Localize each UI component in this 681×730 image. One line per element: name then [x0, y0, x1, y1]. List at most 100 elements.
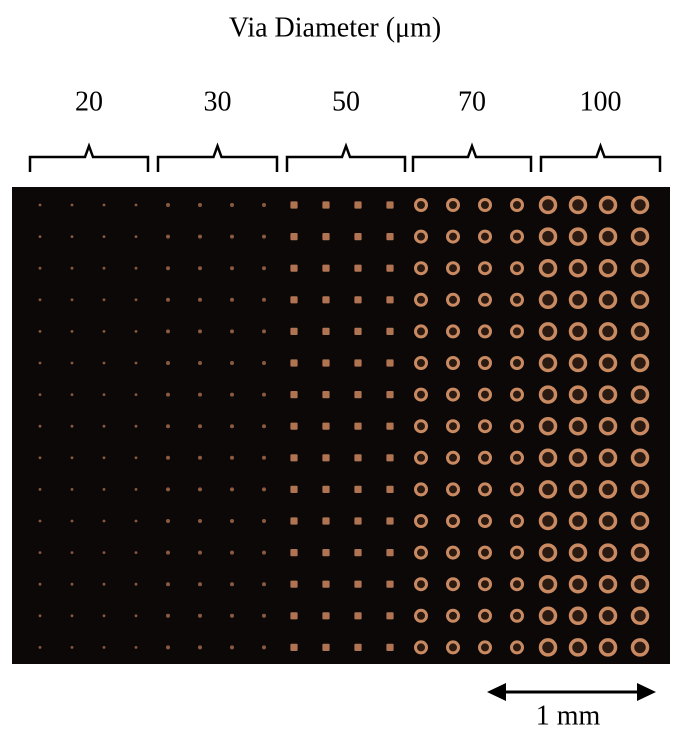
via	[262, 613, 266, 618]
via	[38, 646, 42, 649]
via	[630, 511, 650, 531]
via-array	[38, 195, 650, 657]
scale-bar-label: 1 mm	[536, 700, 601, 730]
via	[354, 580, 362, 588]
via	[386, 233, 394, 241]
via	[230, 487, 234, 492]
via	[166, 297, 170, 302]
via	[290, 233, 298, 241]
via	[598, 448, 618, 468]
via	[446, 229, 460, 244]
via	[414, 640, 428, 655]
via	[322, 612, 330, 620]
via	[538, 258, 558, 278]
via	[386, 580, 394, 588]
via	[102, 582, 106, 586]
via	[510, 261, 524, 276]
via	[102, 456, 106, 460]
via	[166, 361, 170, 365]
via	[198, 613, 202, 618]
via	[166, 266, 170, 271]
via	[230, 329, 234, 334]
via	[198, 487, 202, 492]
via	[166, 234, 170, 239]
via	[38, 361, 42, 365]
via	[630, 638, 650, 657]
via	[598, 416, 618, 436]
via	[70, 235, 74, 239]
via	[386, 327, 394, 335]
via	[478, 229, 492, 244]
brace	[156, 142, 279, 172]
via	[102, 203, 106, 207]
via	[166, 582, 170, 587]
via	[446, 514, 460, 528]
via	[598, 290, 618, 310]
via	[510, 577, 524, 592]
via	[386, 454, 394, 462]
via	[630, 227, 650, 246]
via	[230, 203, 234, 207]
via	[322, 549, 330, 557]
via	[510, 640, 524, 655]
via	[630, 385, 650, 404]
via	[510, 198, 524, 212]
via	[568, 638, 588, 657]
via	[446, 356, 460, 370]
via	[262, 550, 266, 555]
via	[102, 424, 106, 428]
via	[322, 201, 330, 209]
via	[290, 454, 298, 462]
brace	[411, 142, 533, 172]
via	[354, 359, 362, 367]
via	[386, 643, 394, 651]
via	[414, 229, 428, 244]
via	[354, 327, 362, 335]
via	[478, 514, 492, 528]
via	[414, 450, 428, 465]
via	[198, 645, 202, 650]
via	[198, 234, 202, 239]
via	[414, 482, 428, 497]
via	[262, 487, 266, 492]
via	[354, 296, 362, 304]
via	[134, 361, 138, 365]
group-label: 100	[580, 86, 622, 117]
via	[478, 640, 492, 655]
via	[630, 258, 650, 278]
via	[134, 266, 138, 270]
via	[230, 613, 234, 618]
via	[598, 322, 618, 341]
via	[262, 424, 266, 429]
via	[538, 227, 558, 246]
via	[538, 416, 558, 436]
group-label: 30	[204, 86, 232, 117]
via	[290, 643, 298, 651]
via	[568, 543, 588, 562]
via	[70, 203, 74, 207]
scale-bar: 1 mm	[487, 683, 656, 730]
via	[414, 514, 428, 528]
via	[446, 482, 460, 497]
via	[134, 614, 138, 618]
via	[102, 361, 106, 365]
via	[354, 454, 362, 462]
via	[414, 608, 428, 623]
via	[38, 488, 42, 491]
via	[262, 329, 266, 334]
via	[354, 422, 362, 430]
via	[134, 203, 138, 207]
via	[386, 485, 394, 493]
via	[70, 488, 74, 491]
via	[38, 551, 42, 554]
via	[70, 582, 74, 586]
via	[230, 361, 234, 365]
via	[478, 482, 492, 497]
via	[478, 292, 492, 307]
via	[262, 645, 266, 650]
via	[386, 359, 394, 367]
via	[446, 261, 460, 276]
via	[70, 266, 74, 270]
via	[538, 322, 558, 341]
via	[262, 266, 266, 271]
